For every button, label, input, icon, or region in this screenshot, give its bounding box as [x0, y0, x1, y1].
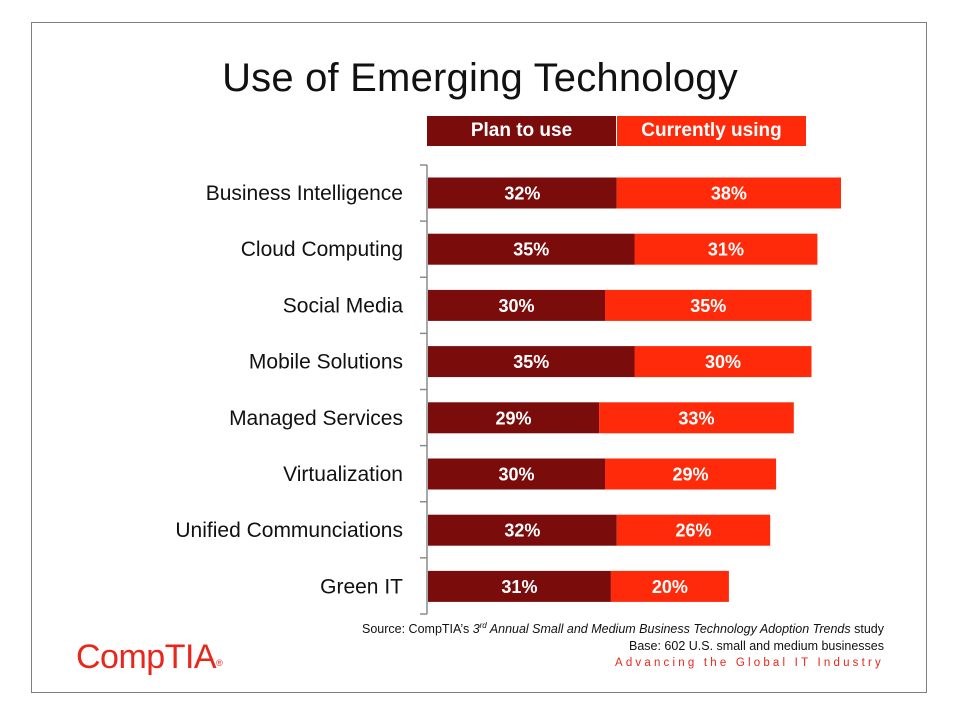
data-label: 38% — [711, 184, 747, 204]
data-label: 32% — [504, 184, 540, 204]
source-study-title: Annual Small and Medium Business Technol… — [486, 622, 851, 637]
source-ordinal: 3 — [472, 622, 480, 637]
category-label: Green IT — [320, 575, 403, 598]
source-suffix: study — [850, 622, 884, 637]
source-ordinal-suffix: rd — [479, 621, 487, 630]
bar-currently-using — [605, 458, 777, 490]
category-label: Virtualization — [283, 463, 403, 486]
data-label: 32% — [504, 521, 540, 541]
tagline: Advancing the Global IT Industry — [614, 657, 884, 669]
category-label: Unified Communciations — [175, 519, 403, 542]
bar-plan-to-use — [428, 346, 635, 378]
chart-title: Use of Emerging Technology — [222, 56, 738, 100]
source-prefix: Source: CompTIA’s — [362, 622, 473, 637]
bar-currently-using — [634, 233, 818, 265]
comptia-logo: CompTIA® — [76, 638, 223, 677]
data-label: 30% — [498, 296, 534, 316]
data-label: 29% — [496, 408, 532, 428]
logo-registered-mark: ® — [216, 658, 223, 668]
bar-plan-to-use — [428, 289, 605, 321]
category-label: Mobile Solutions — [249, 351, 403, 374]
data-label: 31% — [708, 240, 744, 260]
category-label: Cloud Computing — [241, 238, 403, 261]
source-note: Source: CompTIA’s 3rd Annual Small and M… — [362, 621, 884, 636]
bar-plan-to-use — [428, 570, 611, 602]
data-label: 20% — [652, 577, 688, 597]
category-label: Managed Services — [229, 407, 403, 430]
data-label: 35% — [513, 352, 549, 372]
bar-currently-using — [616, 514, 771, 546]
data-label: 29% — [673, 465, 709, 485]
data-label: 30% — [498, 465, 534, 485]
data-label: 26% — [675, 521, 711, 541]
bar-currently-using — [599, 402, 794, 434]
bar-plan-to-use — [428, 177, 617, 209]
bar-plan-to-use — [428, 514, 617, 546]
data-label: 33% — [678, 408, 714, 428]
base-note: Base: 602 U.S. small and medium business… — [629, 639, 884, 653]
bar-currently-using — [634, 346, 812, 378]
bar-plan-to-use — [428, 402, 600, 434]
data-label: 30% — [705, 352, 741, 372]
data-label: 35% — [690, 296, 726, 316]
logo-text: CompTIA — [76, 638, 217, 676]
category-label: Business Intelligence — [206, 182, 403, 205]
bar-plan-to-use — [428, 458, 605, 490]
bar-plan-to-use — [428, 233, 635, 265]
bar-currently-using — [616, 177, 841, 209]
data-label: 31% — [501, 577, 537, 597]
data-label: 35% — [513, 240, 549, 260]
bar-currently-using — [605, 289, 812, 321]
legend-plan-to-use: Plan to use — [427, 116, 616, 146]
bar-currently-using — [610, 570, 729, 602]
category-label: Social Media — [283, 294, 404, 317]
legend-currently-using: Currently using — [617, 116, 806, 146]
